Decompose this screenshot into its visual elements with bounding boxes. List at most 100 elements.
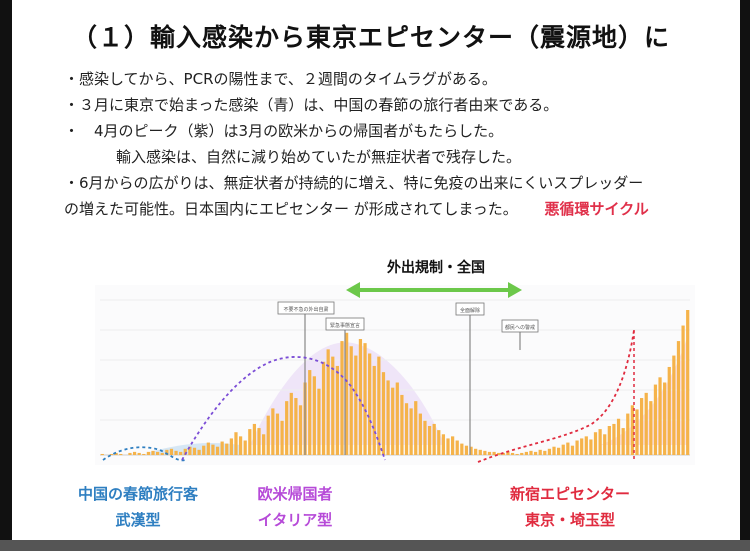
- case-bar: [368, 353, 372, 455]
- case-bar: [538, 449, 542, 455]
- case-bar: [248, 429, 252, 455]
- case-bar: [543, 450, 547, 455]
- annotation-text-1: 不要不急の外出自粛: [283, 306, 328, 313]
- case-bar: [234, 432, 238, 455]
- case-bar: [298, 405, 303, 455]
- case-bar: [294, 398, 298, 455]
- case-bar: [275, 413, 280, 455]
- case-bar: [561, 444, 565, 455]
- case-bar: [603, 434, 607, 455]
- case-bar: [483, 450, 487, 455]
- case-bar: [446, 438, 450, 455]
- euro-label-2: イタリア型: [257, 511, 333, 529]
- case-bar: [142, 453, 146, 455]
- case-bar: [344, 332, 349, 455]
- bars-group: [100, 310, 690, 455]
- case-bar: [238, 436, 243, 455]
- case-bar: [566, 442, 570, 455]
- case-bar: [404, 403, 409, 455]
- bullet-3-cont: 輸入感染は、自然に減り始めていたが無症状者で残存した。: [116, 148, 522, 166]
- annotation-box-4: [501, 319, 539, 333]
- case-bar: [391, 387, 395, 455]
- case-bar: [252, 423, 257, 455]
- case-bar: [492, 451, 496, 455]
- case-bar: [312, 376, 316, 455]
- case-bar: [372, 365, 376, 455]
- case-bar: [686, 310, 690, 455]
- case-bar: [331, 356, 335, 455]
- case-bar: [621, 428, 625, 455]
- case-bar: [183, 448, 187, 455]
- case-bar: [667, 366, 671, 455]
- bullet-4-cont: の増えた可能性。日本国内にエピセンター が形成されてしまった。 悪循環サイクル: [64, 198, 649, 219]
- case-bar: [672, 355, 676, 455]
- case-bar: [414, 401, 418, 455]
- case-bar: [340, 341, 344, 455]
- case-bar: [225, 443, 229, 455]
- case-bar: [109, 453, 114, 455]
- case-bar: [423, 420, 427, 455]
- case-bar: [119, 453, 123, 455]
- case-bar: [160, 452, 164, 455]
- bullet-4: ・6月からの広がりは、無症状者が持続的に増え、特に免疫の出来にくいスプレッダー: [64, 174, 644, 192]
- case-bar: [501, 452, 505, 455]
- case-bar: [570, 445, 575, 455]
- case-bar: [432, 423, 436, 455]
- annotation-box-2: [325, 317, 365, 331]
- case-bar: [474, 448, 478, 455]
- case-bar: [520, 452, 524, 455]
- case-bar: [169, 448, 174, 455]
- case-bar: [612, 423, 616, 455]
- bullet-2: ・３月に東京で始まった感染（青）は、中国の春節の旅行者由来である。: [64, 96, 559, 114]
- case-bar: [455, 440, 459, 455]
- case-bar: [229, 438, 233, 455]
- euro-curve: [181, 356, 386, 461]
- case-bar: [616, 418, 621, 455]
- case-bar: [266, 415, 270, 455]
- case-bar: [630, 405, 634, 455]
- case-bar: [146, 451, 151, 455]
- annotation-box-1: [277, 301, 335, 315]
- case-bar: [437, 430, 441, 455]
- case-bar: [202, 445, 206, 455]
- case-bar: [464, 445, 469, 455]
- case-bar: [441, 434, 446, 455]
- annotation-text-2: 緊急事態宣言: [330, 322, 360, 329]
- case-bar: [653, 384, 658, 455]
- china-label-1: 中国の春節旅行客: [77, 485, 198, 503]
- lockdown-label: 外出規制・全国: [387, 259, 485, 276]
- lockdown-arrow: [346, 282, 522, 298]
- case-bar: [215, 446, 220, 455]
- case-bar: [427, 426, 432, 455]
- case-bar: [262, 434, 266, 455]
- case-bar: [197, 449, 201, 455]
- annotation-text-3: 全面解除: [460, 307, 480, 314]
- case-bar: [321, 361, 326, 455]
- case-bar: [598, 429, 602, 455]
- case-bar: [418, 413, 422, 455]
- case-bar: [179, 451, 183, 455]
- case-bar: [506, 451, 510, 455]
- case-bar: [308, 370, 312, 455]
- case-bar: [460, 443, 464, 455]
- case-bar: [649, 401, 653, 455]
- case-bar: [377, 356, 381, 455]
- euro-label-1: 欧米帰国者: [257, 485, 333, 503]
- case-bar: [358, 339, 363, 455]
- tokyo-label-1: 新宿エピセンター: [509, 485, 630, 503]
- china-label-2: 武漢型: [115, 511, 161, 529]
- case-bar: [386, 380, 390, 455]
- case-bar: [497, 452, 501, 455]
- case-bar: [547, 448, 552, 455]
- case-bar: [395, 382, 399, 455]
- case-bar: [114, 452, 118, 455]
- case-bar: [681, 325, 685, 455]
- case-bar: [510, 452, 515, 455]
- tokyo-label-2: 東京・埼玉型: [524, 511, 615, 529]
- case-bar: [658, 377, 662, 455]
- case-bar: [552, 446, 556, 455]
- case-bar: [593, 432, 598, 455]
- annotation-box-3: [455, 302, 485, 316]
- case-bar: [589, 439, 593, 455]
